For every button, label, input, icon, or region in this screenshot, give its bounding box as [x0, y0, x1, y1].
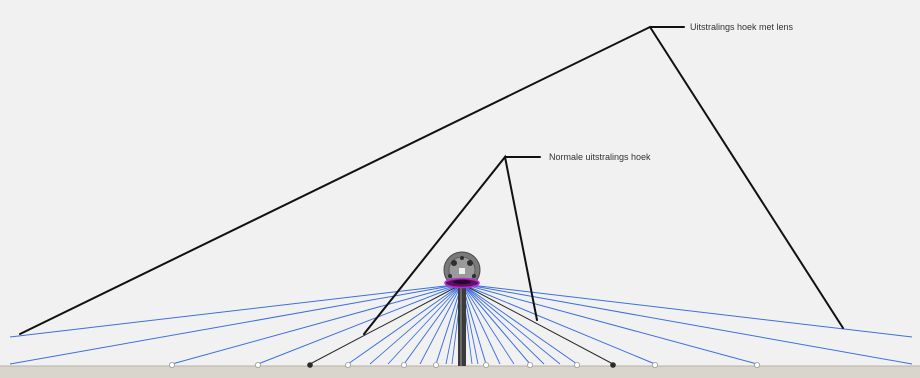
- floor-marker: [482, 361, 489, 368]
- floor-marker: [400, 361, 407, 368]
- beam-ray: [461, 283, 578, 365]
- beam-ray-normal: [309, 283, 463, 365]
- beam-ray-wide: [461, 283, 913, 338]
- pole-highlight: [460, 284, 462, 366]
- beam-ray: [419, 283, 463, 365]
- floor-marker: [754, 361, 761, 368]
- beam-ray: [369, 283, 463, 365]
- floor-marker: [527, 361, 534, 368]
- floor-marker: [254, 361, 261, 368]
- beam-ray-wide: [9, 283, 463, 338]
- floor-marker: [432, 361, 439, 368]
- beam-ray: [461, 283, 758, 365]
- beam-ray: [387, 283, 463, 365]
- beam-ray: [461, 283, 545, 365]
- beam-ray: [171, 283, 463, 365]
- floor-markers: [168, 361, 761, 368]
- beam-ray: [435, 283, 463, 365]
- beam-ray: [461, 283, 561, 365]
- lens-angle-leader: [19, 25, 844, 335]
- beam-ray: [347, 283, 463, 365]
- lens-icon: [444, 277, 480, 289]
- beam-ray: [461, 283, 515, 365]
- beam-ray: [461, 283, 656, 365]
- normal-angle-leader: [363, 154, 541, 335]
- beam-ray: [403, 283, 463, 365]
- floor-marker-dark: [307, 362, 313, 368]
- beam-ray: [461, 283, 501, 365]
- floor-marker-dark: [610, 362, 616, 368]
- floor-marker: [652, 361, 659, 368]
- beam-ray: [257, 283, 463, 365]
- beam-ray: [461, 283, 531, 365]
- beam-ray-normal: [461, 283, 614, 365]
- floor-marker: [574, 361, 581, 368]
- floor-strip: [0, 366, 920, 378]
- beam-ray: [461, 283, 913, 365]
- floor-marker: [168, 361, 175, 368]
- lens-angle-label: Uitstralings hoek met lens: [690, 22, 794, 32]
- normal-angle-label: Normale uitstralings hoek: [549, 152, 651, 162]
- beam-rays: [9, 283, 913, 365]
- floor-marker: [344, 361, 351, 368]
- beam-ray: [9, 283, 463, 365]
